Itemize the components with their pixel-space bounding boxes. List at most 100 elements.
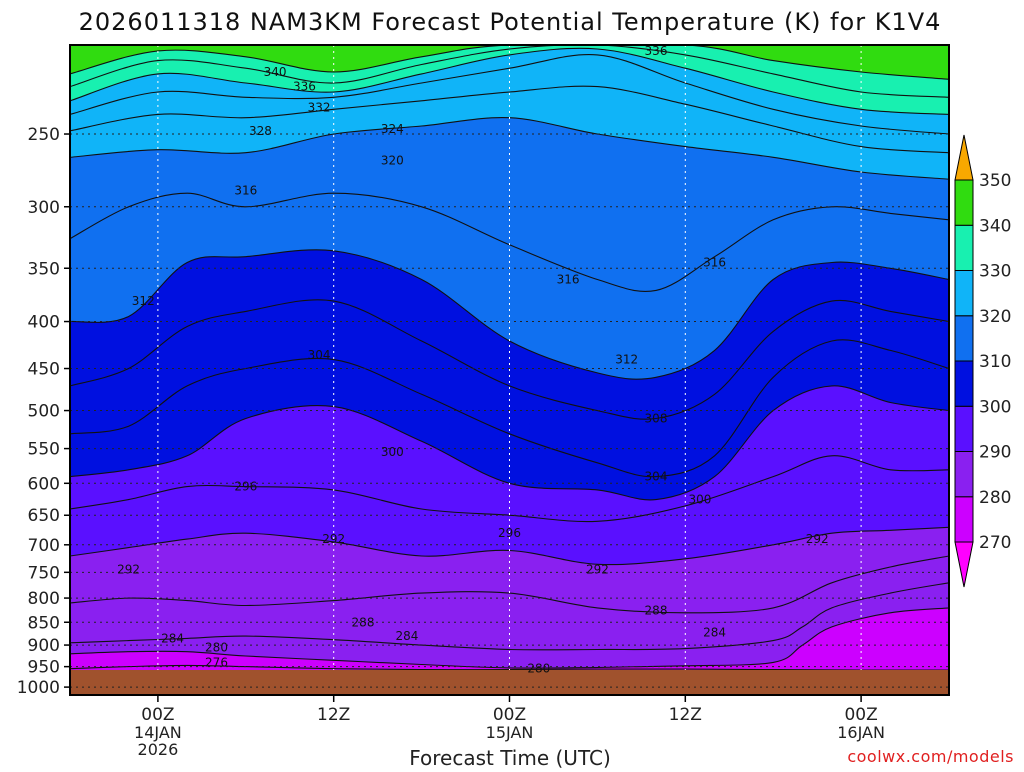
x-tick-label-0: 00Z [141,705,174,725]
colorbar-label-330: 330 [979,262,1011,282]
ground [70,669,949,695]
colorbar-segment-280 [954,451,974,498]
contour-308 [70,299,949,420]
contour-label-4: 324 [381,122,404,136]
contour-300 [70,385,949,501]
x-tick-date-4: 16JAN [837,723,885,742]
colorbar-segment-340 [954,179,974,226]
contour-label-27: 284 [703,625,726,639]
contour-280 [70,607,949,669]
colorbar-segment-270 [954,496,974,543]
contour-label-15: 300 [381,445,404,459]
contour-340 [70,45,949,80]
contour-304 [70,339,949,478]
contour-label-24: 288 [645,603,668,617]
colorbar-bottom-arrow [954,541,974,588]
y-tick-label-350: 350 [28,259,60,279]
y-axis: 250 300 350 400 450 500 550 600 650 700 750 800 850 9… [17,125,70,698]
contour-label-30: 276 [205,655,228,669]
plot-area: 340 336 332 328 324 320 336 316 316 316 312 312 308 3… [70,45,949,695]
colorbar-segment-320 [954,270,974,317]
credit-text: coolwx.com/models [847,747,1014,766]
colorbar-top-arrow [954,134,974,181]
colorbar-label-340: 340 [979,216,1011,236]
colorbar-segment-290 [954,405,974,452]
x-tick-year-0: 2026 [138,740,179,759]
colorbar-segment-300 [954,360,974,407]
x-tick-label-2: 00Z [493,705,526,725]
contour-284 [70,582,949,651]
colorbar-label-280: 280 [979,488,1011,508]
x-tick-label-4: 00Z [844,705,877,725]
y-tick-label-850: 850 [28,613,60,633]
contour-label-16: 300 [688,493,711,507]
contour-label-3: 328 [249,124,272,138]
chart-title: 2026011318 NAM3KM Forecast Potential Tem… [79,8,942,36]
y-tick-label-750: 750 [28,563,60,583]
y-tick-label-650: 650 [28,506,60,526]
contour-label-5: 320 [381,153,404,167]
x-axis-title: Forecast Time (UTC) [409,746,611,768]
contour-label-0: 340 [264,65,287,79]
fill-layer [70,45,949,695]
y-tick-label-500: 500 [28,402,60,422]
x-tick-label-3: 12Z [669,705,702,725]
colorbar-label-300: 300 [979,397,1011,417]
contour-label-28: 280 [205,640,228,654]
contour-316 [70,192,949,292]
contour-label-layer: 340 336 332 328 324 320 336 316 316 316 312 312 308 3… [117,45,829,676]
contour-label-13: 304 [308,348,331,362]
contour-label-12: 308 [645,411,668,425]
y-tick-label-250: 250 [28,125,60,145]
y-tick-label-950: 950 [28,658,60,678]
contour-label-8: 316 [557,273,580,287]
fill-band-340 [70,45,949,80]
contour-label-25: 284 [161,631,184,645]
contour-label-19: 292 [322,532,345,546]
contour-label-7: 316 [234,183,257,197]
colorbar-segment-310 [954,315,974,362]
contour-label-26: 284 [395,629,418,643]
colorbar: 270 280 290 300 310 320 330 340 350 [954,134,1011,588]
y-tick-label-300: 300 [28,198,60,218]
colorbar-label-290: 290 [979,443,1011,463]
y-tick-label-900: 900 [28,636,60,656]
contour-324 [70,85,949,154]
contour-label-1: 336 [293,80,316,94]
contour-label-21: 292 [586,563,609,577]
colorbar-label-270: 270 [979,533,1011,553]
contour-label-18: 296 [498,526,521,540]
colorbar-label-350: 350 [979,171,1011,191]
y-tick-label-800: 800 [28,589,60,609]
contour-label-2: 332 [308,101,331,115]
contour-276 [70,664,949,671]
contour-312 [70,249,949,380]
x-tick-label-1: 12Z [317,705,350,725]
contour-label-29: 280 [527,662,550,676]
contour-332 [70,47,949,115]
colorbar-segment-330 [954,224,974,271]
x-tick-date-0: 14JAN [134,723,182,742]
contour-label-22: 292 [806,532,829,546]
contour-label-11: 312 [615,353,638,367]
y-tick-label-550: 550 [28,440,60,460]
colorbar-label-310: 310 [979,352,1011,372]
contour-label-20: 292 [117,563,140,577]
y-tick-label-1000: 1000 [17,678,60,698]
y-tick-label-700: 700 [28,536,60,556]
y-tick-label-600: 600 [28,474,60,494]
contour-336 [70,45,949,98]
contour-label-14: 304 [645,470,668,484]
x-tick-date-2: 15JAN [486,723,534,742]
y-tick-label-400: 400 [28,313,60,333]
contour-label-23: 288 [352,615,375,629]
contour-label-10: 312 [132,294,155,308]
grid-layer [70,45,949,695]
colorbar-label-320: 320 [979,307,1011,327]
contour-label-17: 296 [234,480,257,494]
y-tick-label-450: 450 [28,360,60,380]
contour-label-9: 316 [703,256,726,270]
